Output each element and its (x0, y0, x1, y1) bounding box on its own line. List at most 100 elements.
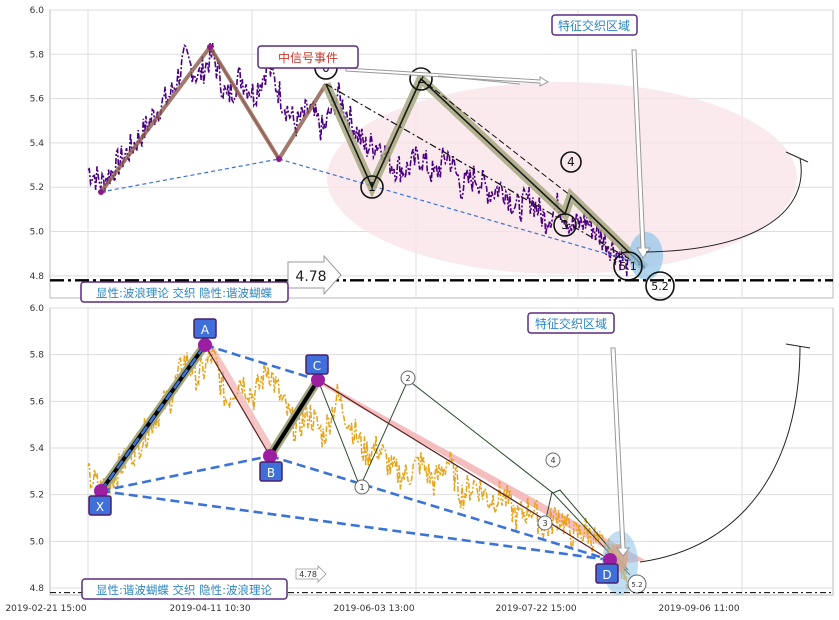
pattern-dashed-line (204, 343, 319, 382)
signal-arrow-2 (437, 75, 521, 85)
target-tick (785, 343, 811, 349)
wave-label-circle (409, 67, 433, 91)
pattern-dashed-line (100, 489, 611, 562)
signal-label: 中信号事件 (278, 50, 338, 65)
price-series-line (87, 344, 629, 590)
wave-thin-line (317, 379, 629, 571)
footer-label: 显性:波浪理论 交织 隐性:谐波蝴蝶 (96, 286, 273, 300)
footer-box (81, 578, 288, 600)
wave-label-circle (553, 213, 577, 237)
bd-dashed (278, 158, 646, 266)
pattern-point (276, 156, 282, 162)
zone-arrow (631, 49, 651, 259)
zone-label: 特征交织区域 (558, 18, 630, 33)
wave-label-circle (627, 574, 647, 594)
wave-label: 4 (550, 456, 555, 465)
zone-label: 特征交织区域 (535, 316, 607, 331)
x-tick-label: 2019-07-22 15:00 (495, 604, 576, 614)
y-tick-label: 4.8 (30, 272, 45, 282)
pattern-point-box (193, 318, 217, 339)
y-tick-label: 5.6 (30, 397, 45, 407)
x-tick-label: 2019-04-11 10:30 (169, 604, 250, 614)
pattern-leg-thin (209, 46, 280, 160)
y-tick-label: 5.8 (30, 351, 45, 361)
y-tick-label: 5.2 (30, 183, 44, 193)
wave-label-circle (360, 175, 384, 199)
y-tick-label: 6.0 (30, 304, 45, 314)
y-tick-label: 5.0 (30, 537, 45, 547)
feature-zone-ellipse (327, 82, 797, 274)
level-arrow (287, 254, 342, 296)
wave-label: 1 (359, 483, 364, 492)
x-tick-label: 2019-06-03 13:00 (333, 604, 414, 614)
x-tick-label: 2019-09-06 11:00 (658, 604, 739, 614)
wave-label-circle (560, 151, 582, 173)
pattern-dashed-line (99, 344, 207, 492)
zone-box (527, 312, 615, 334)
xb-dashed (100, 158, 280, 193)
wave-label: 4 (567, 155, 575, 169)
zone-box (551, 14, 638, 36)
cd-leg (317, 379, 611, 561)
y-tick-label: 4.8 (30, 584, 45, 594)
pattern-point-label: A (201, 323, 210, 337)
wave-label: 2 (405, 374, 410, 383)
y-tick-label: 5.2 (30, 491, 44, 501)
wave-line (325, 77, 646, 269)
pattern-dashed-line (100, 454, 271, 493)
wave-label: 5.2 (651, 280, 669, 293)
level-value: 4.78 (295, 269, 326, 285)
y-tick-label: 5.4 (30, 139, 45, 149)
end-highlight (629, 232, 663, 280)
level-arrow (295, 565, 327, 583)
pattern-point (207, 44, 213, 50)
wave-label: 3 (561, 218, 569, 232)
pattern-point-box (595, 563, 619, 584)
price-series-line (87, 42, 629, 277)
level-value: 4.78 (299, 570, 317, 579)
zone-arrow (610, 347, 630, 557)
target-arc (639, 345, 801, 563)
y-tick-label: 5.4 (30, 444, 45, 454)
pattern-point-marker (94, 484, 108, 498)
pattern-point-label: D (602, 568, 611, 582)
wave-channel (325, 83, 646, 269)
wave-label-circle (400, 370, 416, 386)
x-axis: 2019-02-21 15:00 2019-04-11 10:30 2019-06-… (5, 604, 739, 614)
top-panel: 6.05.85.65.45.25.04.8024135.15.24.78中信号事… (30, 6, 834, 303)
y-tick-label: 5.0 (30, 228, 45, 238)
pattern-point-marker (311, 373, 325, 387)
pattern-point-marker (263, 449, 277, 463)
wave-label-circle (537, 515, 553, 531)
wave-label: 5.1 (619, 260, 637, 273)
pattern-point-box (305, 354, 329, 375)
pattern-point-box (88, 495, 112, 516)
target-tick (785, 151, 809, 163)
y-tick-label: 6.0 (30, 6, 45, 16)
wave-label: 1 (368, 180, 376, 194)
signal-box (257, 45, 359, 69)
pattern-dashed-line (269, 454, 611, 562)
footer-label: 显性:谐波蝴蝶 交织 隐性:波浪理论 (96, 583, 273, 597)
pattern-point-label: X (96, 500, 104, 514)
wave-label-circle (545, 452, 561, 468)
pattern-point-box (259, 461, 283, 482)
pattern-point (98, 189, 104, 195)
pattern-point-marker (198, 338, 212, 352)
wave-channel-2 (420, 78, 572, 197)
wave-label: 3 (542, 519, 547, 528)
ab-leg (204, 344, 271, 457)
wave-thin-line-2 (544, 490, 631, 576)
wave-label-circle (354, 479, 370, 495)
footer-box (80, 281, 289, 303)
y-tick-label: 5.8 (30, 50, 45, 60)
wave-label-circle (645, 271, 675, 301)
target-arc (645, 157, 802, 253)
wave-label: 2 (417, 72, 425, 86)
pattern-point-label: C (313, 359, 321, 373)
y-tick-label: 5.6 (30, 95, 45, 105)
pattern-point-label: B (267, 466, 275, 480)
x-tick-label: 2019-02-21 15:00 (5, 604, 86, 614)
wave-label: 5.2 (631, 581, 642, 589)
